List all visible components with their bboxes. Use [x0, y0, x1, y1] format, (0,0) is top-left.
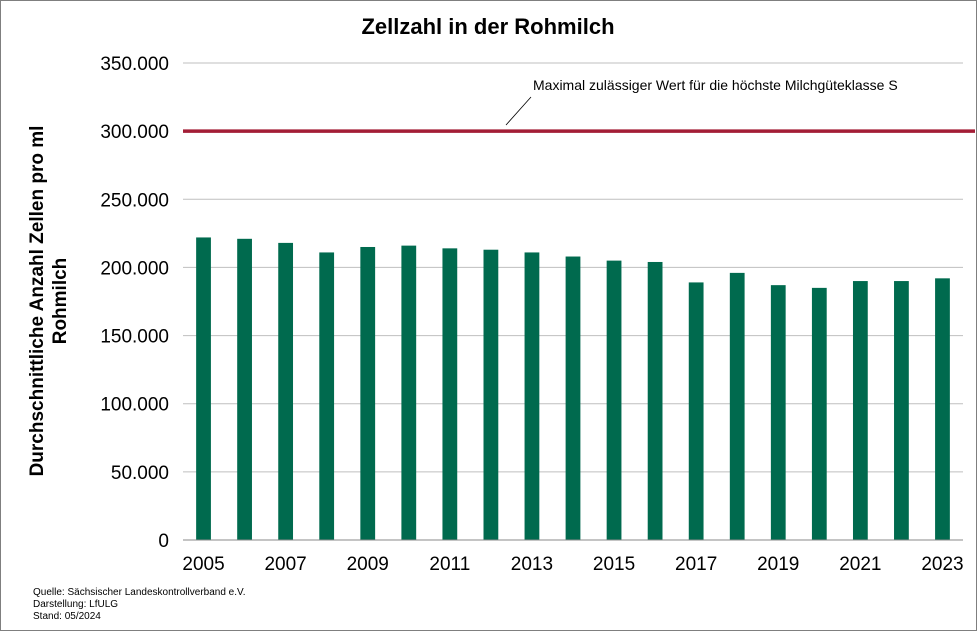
x-tick-label: 2013: [511, 554, 553, 575]
x-axis-ticks: 2005 2007 2009 2011 2013 2015 2017 2019 2021 2023: [182, 554, 963, 575]
x-tick-label: 2009: [347, 554, 389, 575]
y-tick-label: 250.000: [100, 190, 169, 211]
bar: [483, 249, 499, 540]
chart-title: Zellzahl in der Rohmilch: [361, 14, 614, 39]
x-tick-label: 2015: [593, 554, 635, 575]
reference-line-label: Maximal zulässiger Wert für die höchste …: [533, 77, 898, 93]
bar: [360, 246, 376, 540]
bar: [401, 245, 417, 540]
x-tick-label: 2021: [839, 554, 881, 575]
y-axis-label-line-2: Rohmilch: [50, 258, 71, 345]
y-tick-label: 0: [158, 531, 169, 552]
y-tick-label: 350.000: [100, 54, 169, 75]
source-notes: Quelle: Sächsischer Landeskontrollverban…: [33, 587, 246, 623]
bar: [319, 252, 335, 541]
y-tick-label: 150.000: [100, 327, 169, 348]
bar: [770, 285, 786, 540]
reference-line-group: Maximal zulässiger Wert für die höchste …: [183, 77, 975, 133]
x-tick-label: 2007: [264, 554, 306, 575]
bar: [237, 238, 252, 540]
y-tick-label: 200.000: [100, 258, 169, 279]
x-tick-label: 2023: [921, 554, 963, 575]
y-tick-label: 100.000: [100, 395, 169, 416]
x-tick-label: 2005: [182, 554, 224, 575]
y-tick-label: 300.000: [100, 122, 169, 143]
bar: [442, 248, 458, 540]
reference-label-leader: [505, 96, 532, 126]
bar: [278, 242, 294, 540]
y-axis-ticks: 0 50.000 100.000 150.000 200.000 250.000 300.0…: [100, 54, 169, 552]
bar: [524, 252, 540, 541]
x-tick-label: 2017: [675, 554, 717, 575]
bar: [647, 261, 663, 540]
source-line: Quelle: Sächsischer Landeskontrollverban…: [33, 587, 246, 598]
bars: [196, 237, 950, 541]
author-line: Darstellung: LfULG: [33, 599, 119, 610]
bar: [606, 260, 622, 540]
y-axis-label-line-1: Durchschnittliche Anzahl Zellen pro ml: [27, 126, 48, 477]
bar: [894, 281, 909, 540]
x-tick-label: 2019: [757, 554, 799, 575]
date-line: Stand: 05/2024: [33, 611, 101, 622]
bar: [729, 272, 745, 540]
x-tick-label: 2011: [429, 554, 470, 575]
bar: [811, 287, 827, 540]
bar: [935, 278, 950, 540]
bar: [852, 281, 868, 540]
bar: [688, 282, 704, 540]
y-tick-label: 50.000: [111, 463, 169, 484]
bar: [196, 237, 211, 540]
bar: [565, 256, 581, 540]
